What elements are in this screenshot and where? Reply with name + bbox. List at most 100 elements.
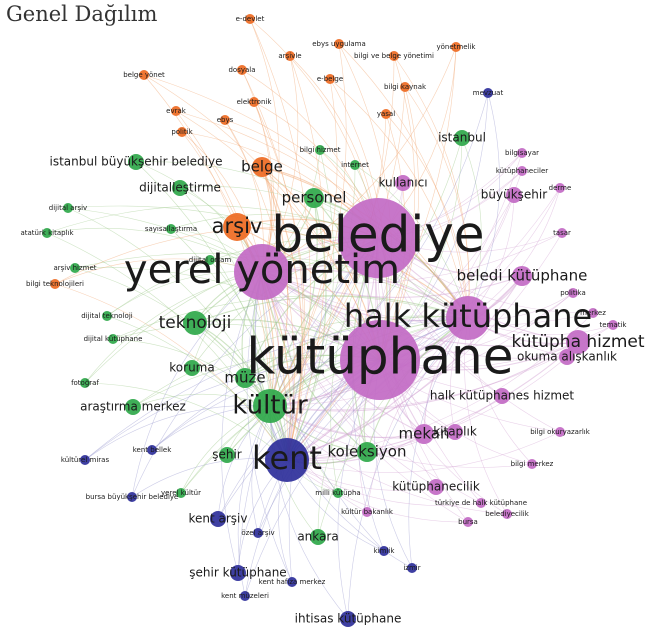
edge-mevzuat-halk-kutuphane [467, 92, 500, 319]
node-bilgi-kaynak [400, 82, 410, 92]
label-fotograf: fotoğraf [71, 379, 99, 387]
node-bilgi-merkez [527, 459, 537, 469]
node-derme [555, 183, 565, 193]
label-arsivle: arşivle [278, 52, 301, 60]
label-dosyala: dosyala [228, 66, 255, 74]
edge-kulturel-miras-kutuphane [84, 359, 381, 461]
node-arsiv-hizmet [70, 263, 80, 273]
node-kulturel-miras [80, 455, 90, 465]
label-arsiv: arşiv [212, 214, 263, 238]
node-yasal [381, 109, 391, 119]
node-layer [42, 14, 618, 627]
edge-kutupha-hizmet-kent [286, 341, 579, 461]
node-teknoloji [183, 311, 207, 335]
label-tasar: tasar [553, 229, 571, 237]
label-kulturel-miras: kültürel miras [61, 456, 110, 464]
edge-dijital-kutuphane-kultur [112, 338, 271, 407]
label-mevzuat: mevzuat [473, 89, 504, 97]
label-internet: internet [341, 161, 369, 169]
node-dosyala [237, 65, 247, 75]
node-kent-hafiza-merkez [287, 577, 297, 587]
node-internet [350, 160, 360, 170]
edge-turkiye-de-halk-kutuphane-yerel-yonetim [261, 271, 482, 504]
edge-ihtisas-kutuphane-kultur [269, 405, 349, 620]
label-kutuphanecilik: kütüphanecilik [392, 480, 480, 494]
node-arastirma-merkez [125, 399, 141, 415]
node-kent-bellek [147, 445, 157, 455]
node-beledi-kutuphane [512, 266, 532, 286]
label-kent: kent [252, 439, 322, 477]
label-istanbul: istanbul [438, 131, 486, 145]
node-arsiv [223, 213, 251, 241]
node-halk-kutuphane [446, 296, 490, 340]
label-dijital-arsiv: dijital arşiv [49, 204, 87, 212]
label-sehir: şehir [212, 448, 242, 462]
edge-izmir-kultur [269, 405, 413, 569]
label-bilgi-hizmet: bilgi hizmet [300, 146, 341, 154]
label-yasal: yasal [377, 110, 395, 118]
edge-internet-kultur [269, 164, 356, 407]
node-bilgisayar [517, 148, 527, 158]
label-kent-bellek: kent bellek [133, 446, 172, 454]
node-buyuksehir [506, 187, 522, 203]
edge-bilgi-ve-belge-yonetimi-kutuphane [379, 55, 416, 361]
node-sayisallastirma [166, 224, 176, 234]
label-kutupha-hizmet: kütüpha hizmet [511, 332, 644, 352]
label-kent-hafiza-merkez: kent hafıza merkez [259, 578, 326, 586]
node-turkiye-de-halk-kutuphane [476, 498, 486, 508]
label-halk-kutuphane: halk kütüphane [344, 297, 592, 335]
edge-kimlik-yerel-yonetim [261, 271, 385, 552]
label-istanbul-buyuksehir-belediye: istanbul büyükşehir belediye [50, 155, 223, 169]
node-belediye [338, 198, 418, 278]
edge-kutuphaneciler-kent [286, 170, 523, 461]
label-kent-arsiv: kent arşiv [188, 512, 247, 526]
node-kitaplik [447, 424, 463, 440]
edge-yonetmelik-yerel-yonetim [261, 46, 457, 273]
edge-dijital-arsiv-kutuphane [67, 207, 381, 361]
label-teknoloji: teknoloji [159, 313, 232, 333]
label-personel: personel [282, 189, 347, 207]
label-yerel-yonetim: yerel yönetim [124, 247, 400, 293]
node-belge-yonet [139, 70, 149, 80]
edge-beledi-kutuphane-yerel-yonetim [261, 271, 523, 298]
node-belge [252, 157, 272, 177]
node-muze [235, 368, 255, 388]
label-arsiv-hizmet: arşiv hizmet [53, 264, 96, 272]
label-arastirma-merkez: araştırma merkez [80, 400, 186, 414]
edge-fotograf-belediye [84, 237, 379, 384]
edge-arastirma-merkez-halk-kutuphane [132, 315, 469, 408]
node-halk-kutuphanes-hizmet [494, 388, 510, 404]
node-izmir [407, 563, 417, 573]
node-arsivle [285, 51, 295, 61]
label-politika: politika [560, 289, 586, 297]
label-kultur-bakanlik: kültür bakanlık [341, 508, 394, 516]
label-koruma: koruma [169, 361, 214, 375]
label-dijital-teknoloji: dijital teknoloji [81, 312, 132, 320]
edge-e-belge-kultur [269, 78, 338, 407]
node-mekan [414, 424, 434, 444]
node-bilgi-ve-belge-yonetimi [389, 51, 399, 61]
label-beledi-kutuphane: beledi kütüphane [457, 267, 588, 285]
label-kent-muzeleri: kent müzeleri [221, 592, 269, 600]
label-dijitallestirme: dijitalleştirme [139, 181, 221, 195]
edge-kultur-bakanlik-halk-kutuphane [366, 317, 469, 513]
label-muze: müze [224, 369, 265, 387]
label-belediyecilik: belediyecilik [485, 510, 530, 518]
label-dijital-ortam: dijital ortam [189, 256, 232, 264]
edge-halk-kutuphanes-hizmet-kent [286, 395, 503, 461]
node-evrak [171, 106, 181, 116]
label-okuma-aliskanlik: okuma alışkanlık [517, 350, 617, 364]
node-bilgi-hizmet [315, 145, 325, 155]
label-bilgi-ve-belge-yonetimi: bilgi ve belge yönetimi [354, 52, 434, 60]
label-kitaplik: kitaplık [433, 425, 477, 439]
label-izmir: izmir [403, 564, 420, 572]
edge-yasal-kultur [269, 113, 387, 407]
node-kent [265, 438, 309, 482]
edge-e-belge-halk-kutuphane [329, 78, 469, 319]
node-koleksiyon [357, 442, 377, 462]
label-bilgi-okuryazarlik: bilgi okuryazarlık [530, 428, 591, 436]
node-bilgi-okuryazarlik [555, 427, 565, 437]
edge-ebys-uygulama-kutuphane [338, 43, 392, 361]
edge-belediyecilik-kultur [269, 405, 508, 515]
